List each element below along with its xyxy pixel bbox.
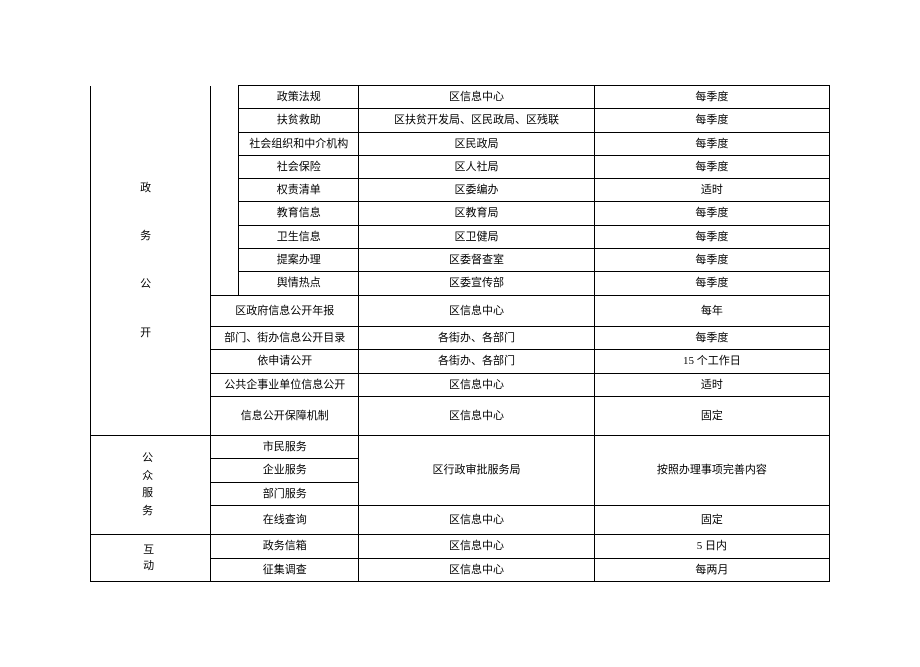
category-cell: 互动: [91, 535, 211, 582]
subcategory-cell: 扶贫救助: [239, 109, 359, 132]
subcategory-cell: 市民服务: [211, 436, 359, 459]
freq-cell: 每季度: [594, 109, 829, 132]
subcategory-cell: 在线查询: [211, 506, 359, 535]
subcategory-cell: 征集调查: [211, 558, 359, 581]
dept-cell: 区民政局: [359, 132, 594, 155]
dept-cell: 区信息中心: [359, 558, 594, 581]
subcategory-cell: 卫生信息: [239, 225, 359, 248]
freq-cell: 固定: [594, 396, 829, 435]
freq-cell: 每季度: [594, 225, 829, 248]
subcategory-cell: 权责清单: [239, 179, 359, 202]
subcategory-cell: 政策法规: [239, 86, 359, 109]
dept-cell: 区信息中心: [359, 396, 594, 435]
subcategory-cell: 社会保险: [239, 155, 359, 178]
subcategory-cell: 依申请公开: [211, 350, 359, 373]
freq-cell: 15 个工作日: [594, 350, 829, 373]
freq-cell: 每季度: [594, 326, 829, 349]
subcategory-cell: 企业服务: [211, 459, 359, 482]
freq-cell: 每年: [594, 295, 829, 326]
subcategory-cell: 部门、街办信息公开目录: [211, 326, 359, 349]
table-row: 互动 政务信箱 区信息中心 5 日内: [91, 535, 830, 558]
category-label: 互动: [143, 544, 158, 573]
dept-cell: 区信息中心: [359, 535, 594, 558]
freq-cell: 每季度: [594, 155, 829, 178]
freq-cell: 每季度: [594, 86, 829, 109]
subcategory-cell: 教育信息: [239, 202, 359, 225]
dept-cell: 区人社局: [359, 155, 594, 178]
category-label: 公众服务: [142, 452, 159, 517]
freq-cell: 每季度: [594, 202, 829, 225]
subcategory-cell: 舆情热点: [239, 272, 359, 295]
dept-cell: 各街办、各部门: [359, 326, 594, 349]
dept-cell: 区卫健局: [359, 225, 594, 248]
table-row: 政 务 公 开 政策法规 区信息中心 每季度: [91, 86, 830, 109]
subcategory-cell: 社会组织和中介机构: [239, 132, 359, 155]
dept-cell: 区行政审批服务局: [359, 436, 594, 506]
freq-cell: 5 日内: [594, 535, 829, 558]
freq-cell: 固定: [594, 506, 829, 535]
dept-cell: 区委宣传部: [359, 272, 594, 295]
dept-cell: 区教育局: [359, 202, 594, 225]
dept-cell: 区信息中心: [359, 295, 594, 326]
subcategory-cell: 部门服务: [211, 482, 359, 505]
subcategory-spacer: [211, 86, 239, 296]
dept-cell: 区委督查室: [359, 249, 594, 272]
category-label: 政 务 公 开: [140, 182, 161, 339]
main-table: 政 务 公 开 政策法规 区信息中心 每季度 扶贫救助 区扶贫开发局、区民政局、…: [90, 85, 830, 582]
subcategory-cell: 政务信箱: [211, 535, 359, 558]
category-cell: 公众服务: [91, 436, 211, 535]
subcategory-cell: 区政府信息公开年报: [211, 295, 359, 326]
freq-cell: 每季度: [594, 249, 829, 272]
freq-cell: 每季度: [594, 132, 829, 155]
category-cell: 政 务 公 开: [91, 86, 211, 436]
freq-cell: 按照办理事项完善内容: [594, 436, 829, 506]
freq-cell: 每两月: [594, 558, 829, 581]
dept-cell: 区扶贫开发局、区民政局、区残联: [359, 109, 594, 132]
subcategory-cell: 公共企事业单位信息公开: [211, 373, 359, 396]
dept-cell: 区委编办: [359, 179, 594, 202]
dept-cell: 区信息中心: [359, 506, 594, 535]
dept-cell: 各街办、各部门: [359, 350, 594, 373]
dept-cell: 区信息中心: [359, 86, 594, 109]
freq-cell: 每季度: [594, 272, 829, 295]
table-row: 公众服务 市民服务 区行政审批服务局 按照办理事项完善内容: [91, 436, 830, 459]
freq-cell: 适时: [594, 179, 829, 202]
subcategory-cell: 提案办理: [239, 249, 359, 272]
subcategory-cell: 信息公开保障机制: [211, 396, 359, 435]
dept-cell: 区信息中心: [359, 373, 594, 396]
freq-cell: 适时: [594, 373, 829, 396]
